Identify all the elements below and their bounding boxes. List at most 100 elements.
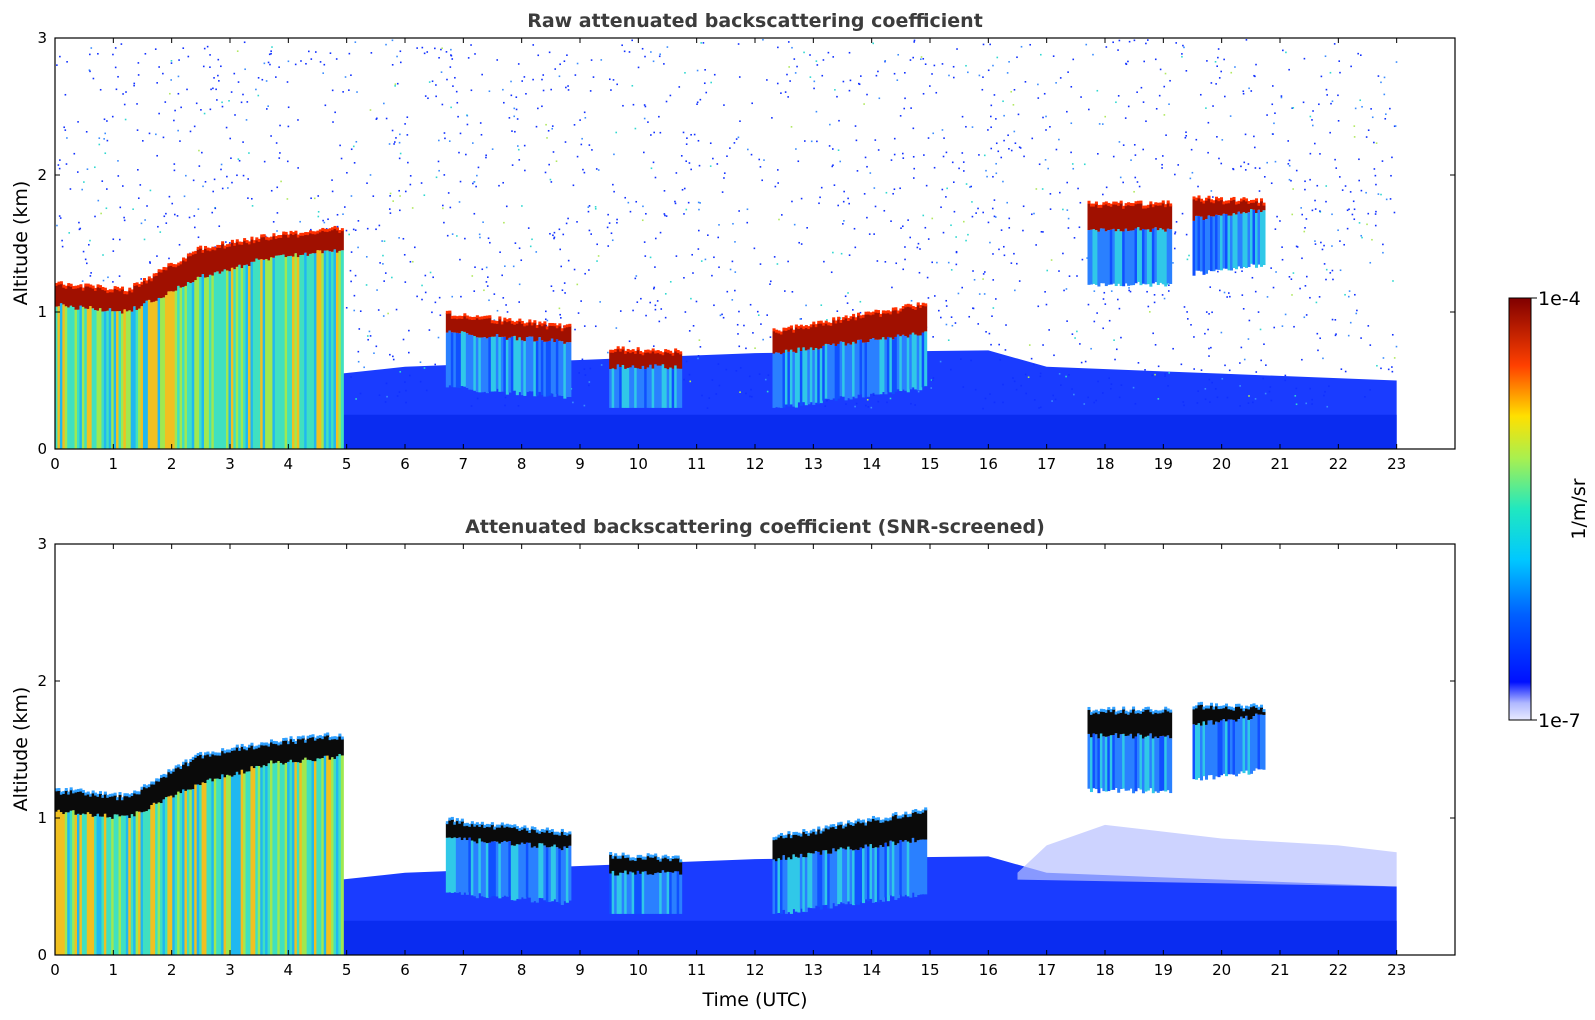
below-cloud-column	[453, 332, 457, 388]
noise-point	[1007, 134, 1009, 137]
noise-point	[684, 72, 686, 74]
noise-point	[545, 310, 547, 313]
noise-point	[476, 174, 478, 177]
cloud-top-edge	[1149, 201, 1153, 205]
cloud-core	[1197, 704, 1201, 724]
x-tick-label: 4	[284, 961, 294, 979]
noise-point	[1120, 336, 1122, 339]
cloud-top-edge	[498, 316, 502, 320]
noise-point	[1264, 392, 1267, 395]
noise-point	[209, 66, 211, 68]
cloud-core	[651, 856, 655, 875]
noise-point	[912, 127, 915, 130]
cloud-core	[799, 326, 803, 352]
cloud-core	[294, 232, 298, 254]
cloud-core	[488, 826, 492, 843]
cloud-top-edge	[609, 851, 613, 855]
noise-point	[421, 46, 424, 49]
noise-point	[1266, 296, 1269, 298]
cloud-core	[1132, 708, 1136, 739]
noise-point	[1074, 337, 1076, 339]
cloud-core	[834, 322, 838, 346]
noise-point	[827, 51, 830, 54]
below-cloud-column	[174, 794, 178, 955]
cloud-core	[909, 815, 913, 843]
noise-point	[982, 273, 985, 275]
noise-point	[404, 381, 406, 383]
below-cloud-column	[128, 817, 132, 955]
noise-point	[857, 82, 860, 85]
below-cloud-column	[226, 774, 230, 955]
cloud-core	[626, 350, 630, 368]
below-cloud-column	[233, 775, 237, 955]
cloud-core	[103, 289, 107, 312]
noise-point	[931, 261, 934, 264]
cloud-top-edge	[842, 317, 846, 321]
noise-point	[658, 115, 660, 118]
cloud-top-edge	[644, 349, 648, 353]
noise-point	[419, 380, 422, 383]
noise-point	[488, 391, 490, 393]
noise-point	[550, 285, 553, 288]
noise-point	[1165, 134, 1167, 136]
noise-point	[1217, 48, 1220, 50]
noise-point	[995, 172, 998, 175]
noise-point	[844, 295, 847, 298]
below-cloud-column	[67, 812, 71, 955]
below-cloud-column	[1117, 229, 1121, 284]
x-tick-label: 22	[1329, 455, 1348, 473]
below-cloud-column	[140, 306, 144, 449]
noise-point	[718, 384, 721, 387]
cloud-core	[226, 246, 230, 271]
noise-point	[869, 172, 872, 174]
noise-point	[572, 401, 574, 404]
below-cloud-column	[1197, 723, 1201, 778]
below-cloud-column	[262, 765, 266, 955]
below-cloud-column	[802, 857, 806, 912]
noise-point	[1373, 141, 1375, 144]
cloud-top-edge	[147, 784, 151, 788]
surface-layer	[340, 414, 1397, 449]
noise-point	[553, 231, 556, 234]
noise-point	[1314, 208, 1317, 210]
noise-point	[945, 151, 948, 154]
cloud-top-edge	[189, 253, 193, 257]
noise-point	[148, 132, 151, 135]
below-cloud-column	[172, 291, 176, 449]
noise-point	[1027, 376, 1030, 379]
cloud-top-edge	[108, 289, 112, 293]
cloud-core	[72, 288, 76, 307]
cloud-core	[262, 744, 266, 766]
noise-point	[1197, 390, 1199, 392]
cloud-top-edge	[827, 826, 831, 830]
noise-point	[1281, 246, 1283, 248]
cloud-core	[247, 243, 252, 266]
noise-point	[644, 255, 647, 257]
cloud-core	[147, 786, 151, 810]
below-cloud-column	[829, 853, 833, 909]
noise-point	[594, 206, 597, 208]
x-tick-label: 11	[687, 455, 706, 473]
cloud-top-edge	[475, 315, 479, 319]
noise-point	[627, 201, 630, 204]
noise-point	[567, 217, 569, 220]
cloud-core	[1166, 710, 1170, 736]
cloud-core	[525, 829, 529, 843]
noise-point	[868, 233, 871, 235]
below-cloud-column	[784, 859, 788, 914]
cloud-core	[1144, 207, 1148, 230]
cloud-core	[260, 236, 264, 260]
noise-point	[729, 268, 732, 271]
below-cloud-column	[135, 309, 139, 449]
cloud-top-edge	[1099, 204, 1103, 208]
below-cloud-column	[277, 761, 281, 955]
cloud-top-edge	[309, 230, 313, 234]
noise-point	[1112, 155, 1115, 158]
noise-point	[1133, 39, 1136, 42]
cloud-top-edge	[1212, 200, 1216, 204]
noise-point	[746, 221, 749, 224]
below-cloud-column	[674, 871, 678, 914]
below-cloud-column	[515, 844, 519, 899]
panel1-title: Raw attenuated backscattering coefficien…	[527, 10, 983, 32]
cloud-top-edge	[116, 797, 120, 801]
